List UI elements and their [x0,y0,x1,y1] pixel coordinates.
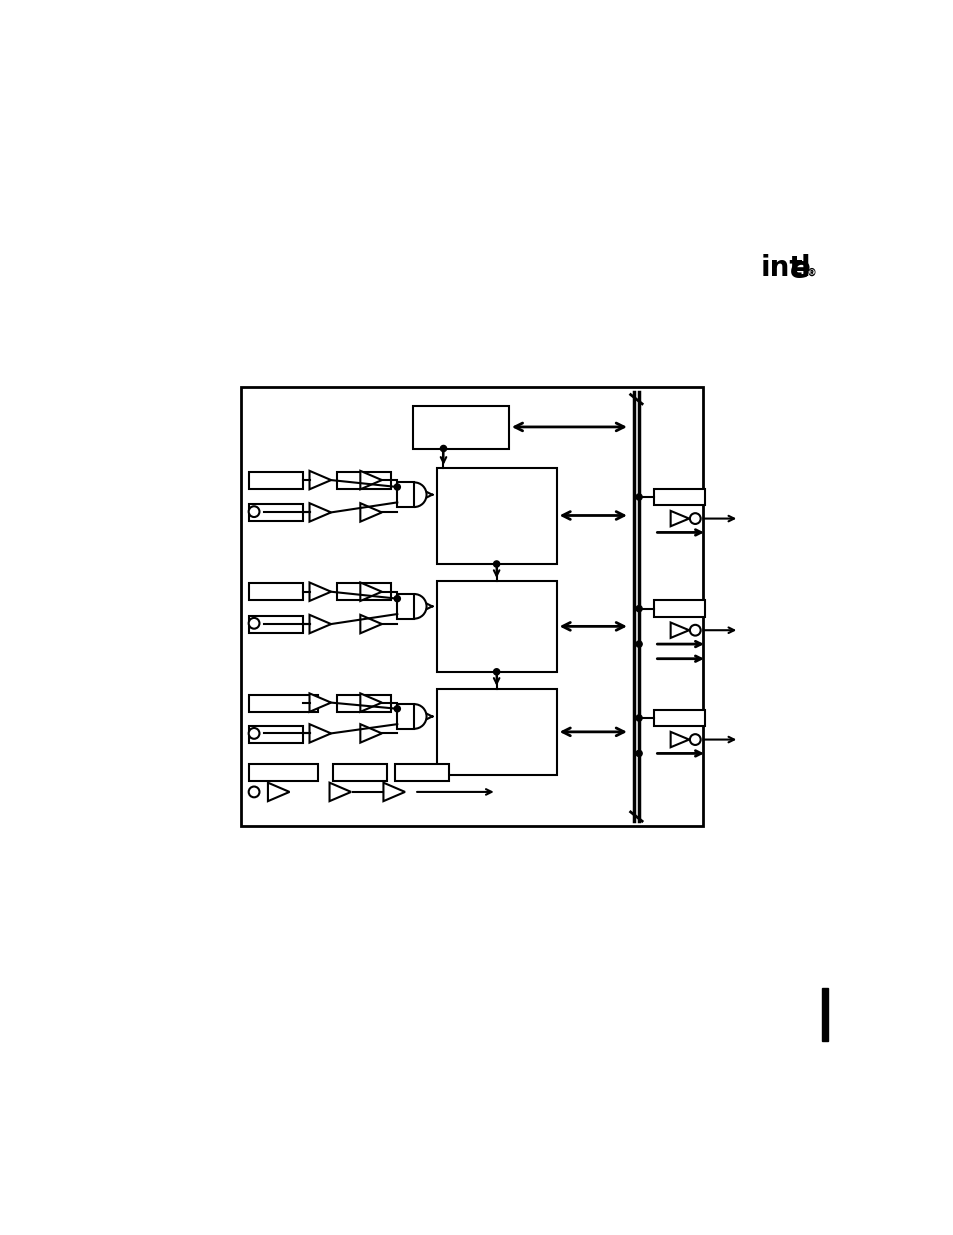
Bar [436,580,557,672]
Polygon shape [360,724,381,742]
Polygon shape [670,622,688,638]
Circle shape [636,605,641,611]
Circle shape [493,561,499,567]
Polygon shape [268,783,289,802]
Circle shape [394,484,400,490]
Bar [249,695,317,711]
Bar [249,583,302,600]
Circle shape [689,514,700,524]
Polygon shape [360,583,381,601]
Bar [249,726,302,742]
Circle shape [249,506,259,517]
Bar [436,689,557,776]
Bar [396,594,414,619]
Circle shape [493,668,499,674]
Polygon shape [670,511,688,526]
Polygon shape [309,724,331,742]
Bar [396,704,414,729]
Text: int: int [760,253,802,282]
Text: ®: ® [806,268,816,278]
Text: l: l [800,253,809,282]
Polygon shape [309,583,331,601]
Circle shape [249,618,259,629]
Polygon shape [360,503,381,521]
Polygon shape [360,693,381,711]
Bar [249,472,302,489]
Text: e: e [789,256,810,284]
Circle shape [636,494,641,500]
Bar [336,472,391,489]
Bar [654,489,703,505]
Circle shape [636,751,641,757]
Circle shape [636,641,641,647]
Bar [241,387,702,826]
Circle shape [636,715,641,721]
Circle shape [249,787,259,798]
Bar [654,600,703,618]
Polygon shape [309,503,331,521]
Bar [336,583,391,600]
Bar [821,988,827,1041]
Circle shape [394,705,400,711]
Bar [436,468,557,564]
Polygon shape [309,693,331,711]
Bar [395,764,449,782]
Bar [249,615,302,632]
Circle shape [249,727,259,739]
Circle shape [689,625,700,636]
Bar [413,406,508,448]
Polygon shape [360,615,381,634]
Polygon shape [309,615,331,634]
Bar [333,764,387,782]
Polygon shape [360,471,381,489]
Polygon shape [309,471,331,489]
Bar [249,504,302,521]
Circle shape [689,734,700,745]
Polygon shape [383,783,405,802]
Bar [249,764,317,782]
Bar [336,695,391,711]
Polygon shape [670,732,688,747]
Circle shape [394,595,400,601]
Bar [396,483,414,508]
Bar [654,710,703,726]
Polygon shape [329,783,351,802]
Circle shape [440,446,446,452]
